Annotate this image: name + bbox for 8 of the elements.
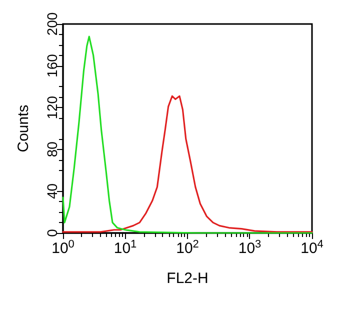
y-tick-label: 40 xyxy=(44,183,60,199)
y-axis-title: Counts xyxy=(15,104,32,152)
x-axis-title: FL2-H xyxy=(166,270,208,287)
y-tick-label: 160 xyxy=(44,54,60,78)
y-tick-label: 80 xyxy=(44,141,60,158)
y-tick-label: 200 xyxy=(44,12,60,36)
y-tick-label: 120 xyxy=(44,96,60,120)
y-tick-label: 0 xyxy=(44,228,60,237)
